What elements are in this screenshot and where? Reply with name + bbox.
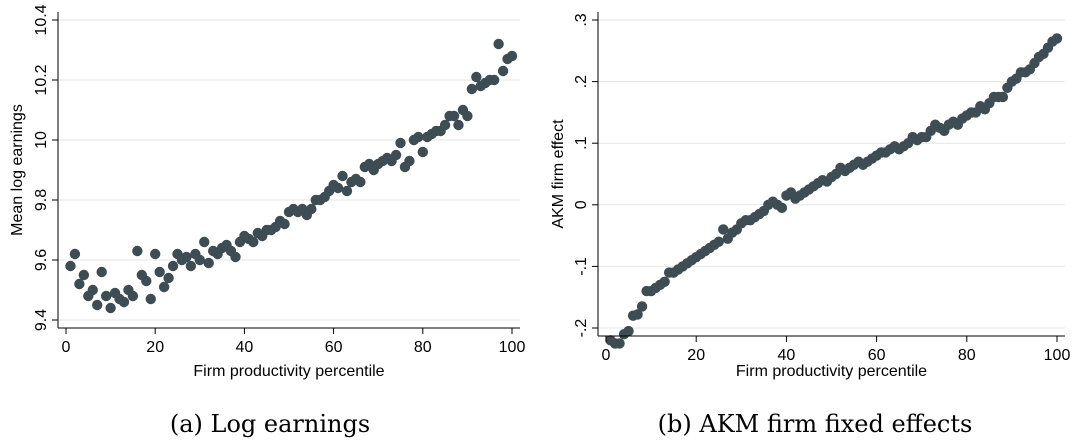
x-tick-label: 20 <box>146 339 164 356</box>
scatter-point <box>92 299 103 311</box>
scatter-point <box>100 290 112 302</box>
y-tick-label: 10 <box>33 131 50 149</box>
scatter-point <box>65 260 76 272</box>
scatter-point <box>185 260 197 272</box>
y-tick-label: 9.6 <box>33 249 50 271</box>
scatter-point <box>74 278 85 290</box>
scatter-point <box>488 74 500 86</box>
scatter-point <box>390 149 402 161</box>
scatter-point <box>448 110 460 122</box>
y-tick-label: 9.8 <box>33 189 50 211</box>
scatter-point <box>154 266 165 278</box>
scatter-point <box>417 146 428 158</box>
scatter-point <box>636 301 648 312</box>
scatter-point <box>997 91 1009 103</box>
scatter-point <box>623 325 634 337</box>
caption-akm-firm-effects: (b) AKM firm fixed effects <box>657 410 973 438</box>
scatter-point <box>718 224 729 235</box>
scatter-point <box>96 266 107 278</box>
gridlines <box>598 19 1065 329</box>
scatter-point <box>413 131 424 143</box>
x-tick-label: 80 <box>958 347 976 364</box>
scatter-point <box>332 182 344 194</box>
y-tick-label: 9.4 <box>33 309 50 331</box>
scatter-point <box>395 137 406 149</box>
scatter-point <box>194 254 205 266</box>
scatter-point <box>87 284 98 296</box>
tick-labels: 0 20 40 60 80 100 -.2 -.1 0 .1 .2 .3 <box>573 13 1070 364</box>
scatter-point <box>471 71 482 83</box>
scatter-point <box>462 110 473 122</box>
panel-log-earnings: 0 20 40 60 80 100 9.4 9.6 9.8 10 10.2 10.4 Firm pro… <box>9 4 525 380</box>
scatter-point <box>776 202 788 214</box>
scatter-point <box>145 293 156 305</box>
y-tick-label: -.1 <box>573 257 590 276</box>
scatter-point <box>306 203 317 215</box>
scatter-point <box>118 296 130 308</box>
scatter-point <box>355 176 366 188</box>
scatter-point <box>453 119 464 131</box>
scatter-point <box>404 155 415 167</box>
y-tick-label: .2 <box>573 75 590 88</box>
x-tick-label: 60 <box>868 347 886 364</box>
x-tick-label: 100 <box>1044 347 1071 364</box>
scatter-point <box>199 236 210 248</box>
scatter-point <box>230 251 241 263</box>
y-tick-label: 10.4 <box>33 4 50 35</box>
scatter-point <box>181 251 192 263</box>
x-tick-label: 60 <box>325 339 343 356</box>
y-axis-label: Mean log earnings <box>9 104 26 236</box>
y-axis-label: AKM firm effect <box>550 119 567 229</box>
caption-log-earnings: (a) Log earnings <box>169 410 371 438</box>
scatter-point <box>659 276 670 287</box>
scatter-points <box>605 33 1063 349</box>
y-tick-label: 0 <box>573 200 590 209</box>
axes <box>52 12 520 334</box>
scatter-point <box>493 38 504 50</box>
scatter-point <box>150 248 161 260</box>
scatter-point <box>158 281 170 293</box>
x-tick-label: 20 <box>687 347 705 364</box>
tick-labels: 0 20 40 60 80 100 9.4 9.6 9.8 10 10.2 10.4 <box>33 4 525 356</box>
scatter-point <box>248 236 259 248</box>
scatter-point <box>497 65 509 77</box>
scatter-point <box>279 218 290 230</box>
gridlines <box>58 19 520 321</box>
scatter-point <box>506 50 518 62</box>
axes <box>592 12 1065 342</box>
scatter-point <box>337 170 348 182</box>
scatter-point <box>1051 33 1063 44</box>
y-tick-label: .1 <box>573 136 590 149</box>
x-axis-label: Firm productivity percentile <box>736 363 927 380</box>
scatter-point <box>466 83 478 95</box>
scatter-point <box>614 338 625 349</box>
y-tick-label: .3 <box>573 13 590 26</box>
x-tick-label: 0 <box>602 347 611 364</box>
scatter-point <box>78 269 90 281</box>
scatter-point <box>141 275 152 287</box>
x-tick-label: 40 <box>236 339 254 356</box>
scatter-point <box>203 257 214 269</box>
scatter-point <box>167 260 179 272</box>
x-tick-label: 0 <box>62 339 71 356</box>
panel-akm-firm-effect: 0 20 40 60 80 100 -.2 -.1 0 .1 .2 .3 Firm productiv… <box>550 12 1070 380</box>
scatter-point <box>69 248 81 260</box>
y-tick-label: -.2 <box>573 319 590 338</box>
x-axis-label: Firm productivity percentile <box>193 363 384 380</box>
scatter-points <box>65 38 518 314</box>
scatter-point <box>632 309 643 320</box>
x-tick-label: 40 <box>778 347 796 364</box>
scatter-point <box>713 236 724 247</box>
x-tick-label: 80 <box>414 339 432 356</box>
scatter-point <box>105 302 116 314</box>
scatter-point <box>132 245 143 257</box>
scatter-point <box>341 185 353 197</box>
scatter-point <box>127 290 139 302</box>
y-tick-label: 10.2 <box>33 64 50 95</box>
x-tick-label: 100 <box>499 339 526 356</box>
scatter-point <box>163 272 174 284</box>
scatter-point <box>439 119 451 131</box>
